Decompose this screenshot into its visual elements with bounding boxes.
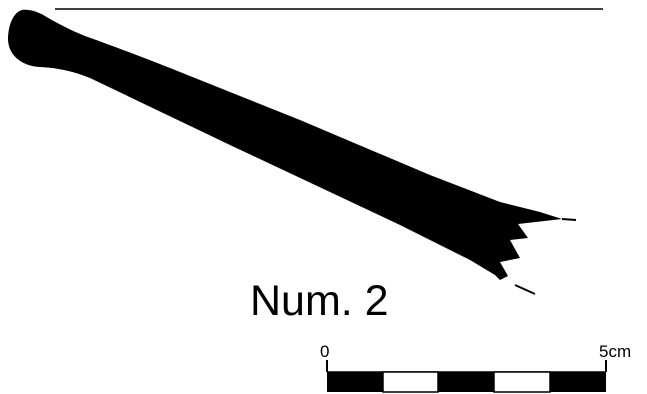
broken-tip-flake xyxy=(514,284,536,295)
scale-segment xyxy=(382,371,439,393)
scale-segment xyxy=(438,372,494,392)
catalog-number-label: Num. 2 xyxy=(250,277,389,325)
scale-start-label: 0 xyxy=(320,342,330,361)
scale-segment xyxy=(550,372,606,392)
scale-segment xyxy=(493,371,551,393)
scale-bar xyxy=(326,360,607,393)
scale-segment xyxy=(327,372,383,392)
broken-edge-flake xyxy=(561,218,577,221)
scale-end-label: 5cm xyxy=(599,342,632,361)
artifact-silhouette xyxy=(8,9,562,281)
